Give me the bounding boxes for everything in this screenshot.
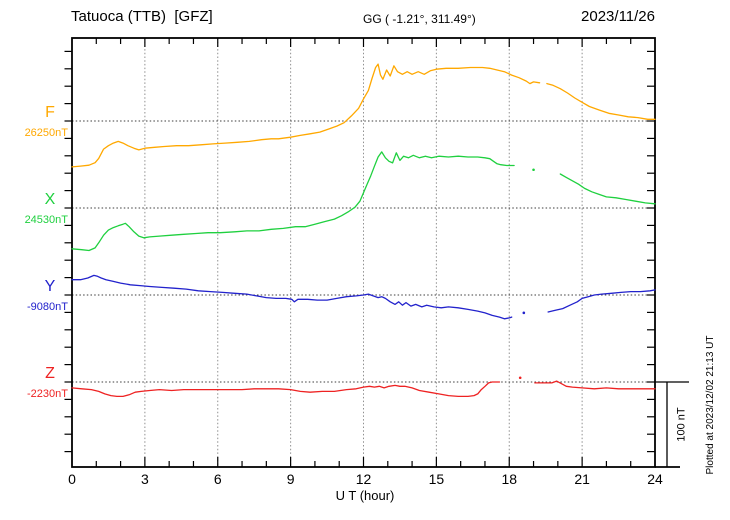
trace-y: [547, 289, 656, 313]
x-tick-label: 15: [428, 471, 445, 487]
x-tick-label: 0: [68, 471, 76, 487]
trace-x: [559, 173, 656, 205]
channel-label-z: Z: [45, 365, 55, 382]
x-tick-label: 12: [355, 471, 372, 487]
trace-z: [71, 381, 501, 398]
plot-date: 2023/11/26: [581, 8, 655, 25]
x-tick-label: 18: [501, 471, 518, 487]
trace-f: [71, 63, 541, 168]
x-tick-label: 9: [286, 471, 295, 487]
x-axis-label: U T (hour): [335, 488, 395, 503]
channel-baseline-y: -9080nT: [27, 301, 68, 313]
trace-dot-z: [518, 376, 522, 380]
station-title: Tatuoca (TTB) [GFZ]: [71, 8, 213, 25]
channel-label-f: F: [45, 104, 55, 121]
geographic-coordinates: GG ( -1.21°, 311.49°): [363, 12, 476, 26]
channel-baseline-x: 24530nT: [24, 214, 68, 226]
x-tick-label: 21: [574, 471, 590, 487]
scale-bar-label: 100 nT: [675, 407, 688, 442]
trace-dot-x: [532, 168, 535, 172]
plotted-at-note: Plotted at 2023/12/02 21:13 UT: [705, 335, 716, 475]
trace-x: [71, 151, 515, 252]
x-tick-label: 3: [140, 471, 149, 487]
channel-baseline-z: -2230nT: [27, 388, 68, 400]
trace-y: [71, 274, 513, 320]
x-tick-label: 6: [213, 471, 222, 487]
channel-baseline-f: 26250nT: [24, 127, 68, 139]
trace-f: [546, 82, 656, 120]
channel-label-y: Y: [44, 278, 56, 295]
channel-label-x: X: [44, 191, 56, 208]
x-tick-label: 24: [647, 471, 663, 487]
trace-dot-y: [522, 311, 526, 315]
trace-z: [534, 380, 656, 390]
